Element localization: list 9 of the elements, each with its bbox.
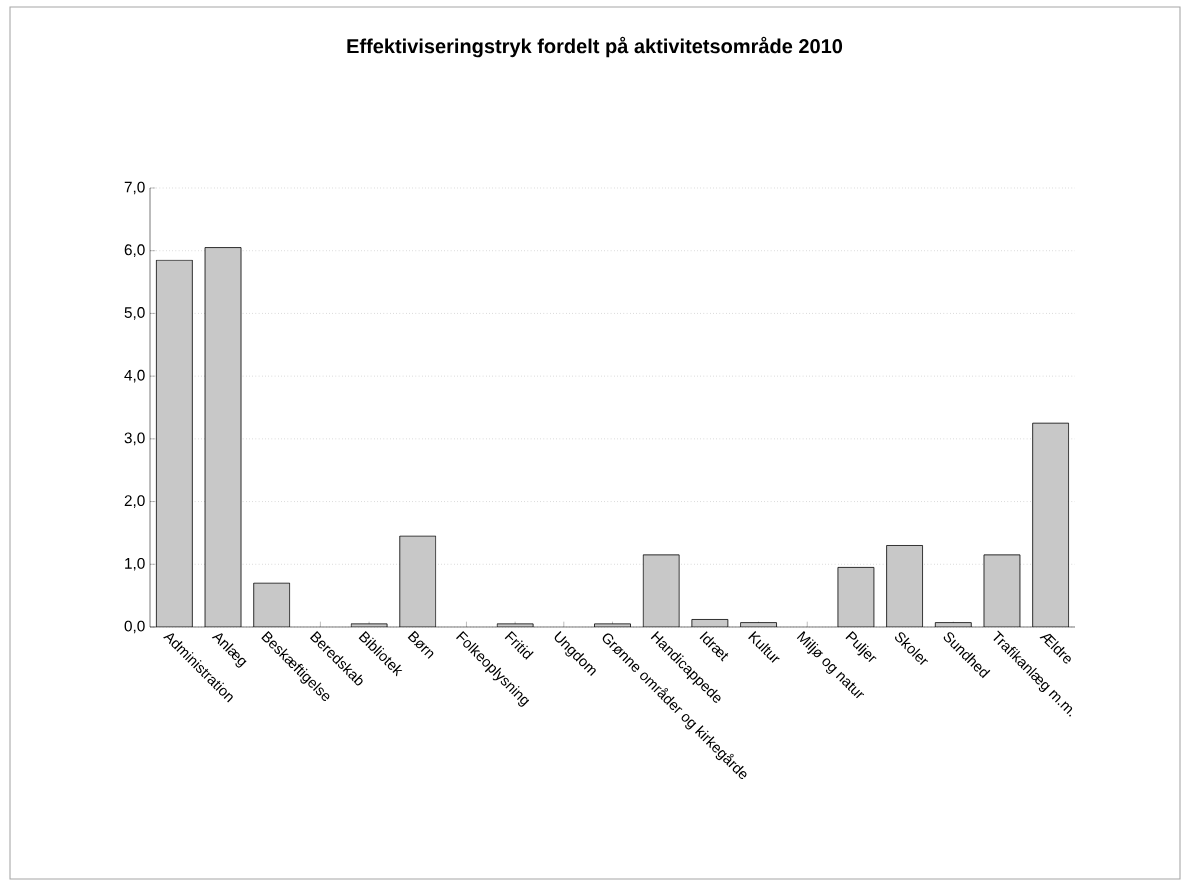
y-tick-label: 5,0: [124, 307, 145, 320]
y-tick-label: 7,0: [124, 181, 145, 195]
y-tick-label: 1,0: [125, 557, 145, 571]
y-tick-label: 3,0: [124, 432, 145, 446]
y-tick-label: 4,0: [124, 369, 145, 383]
chart-title: Effektiviseringstryk fordelt på aktivitetsområde 2010: [347, 36, 843, 58]
y-tick-label: 2,0: [124, 495, 145, 508]
y-tick-label: 6,0: [124, 244, 145, 258]
y-tick-label: 0,0: [124, 620, 145, 634]
